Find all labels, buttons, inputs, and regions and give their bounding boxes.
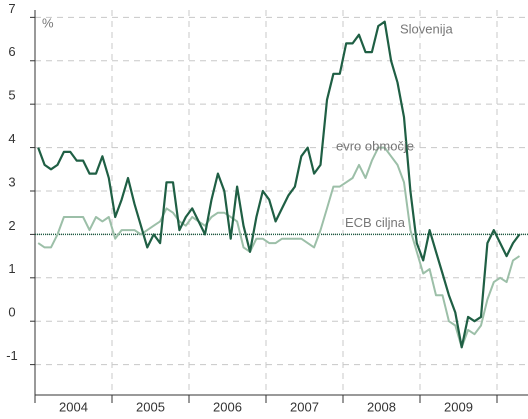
x-tick-label: 2008 (367, 399, 396, 414)
y-unit: % (42, 15, 54, 30)
y-tick-label: 0 (8, 305, 15, 320)
y-tick-label: 2 (8, 218, 15, 233)
x-tick-label: 2009 (444, 399, 473, 414)
y-tick-label: 6 (8, 44, 15, 59)
series-line (37, 146, 521, 349)
y-tick-label: 1 (8, 261, 15, 276)
series-label: evro območje (336, 138, 414, 153)
y-tick-label: -1 (6, 348, 18, 363)
x-tick-label: 2007 (290, 399, 319, 414)
series-line (37, 20, 521, 349)
x-tick-label: 2005 (136, 399, 165, 414)
y-tick-label: 5 (8, 88, 15, 103)
y-tick-label: 4 (8, 131, 15, 146)
target-label: ECB ciljna (345, 215, 406, 230)
y-tick-label: 3 (8, 174, 15, 189)
y-tick-label: 7 (8, 1, 15, 16)
x-tick-label: 2004 (59, 399, 88, 414)
x-tick-label: 2006 (213, 399, 242, 414)
series-label: Slovenija (400, 21, 454, 36)
